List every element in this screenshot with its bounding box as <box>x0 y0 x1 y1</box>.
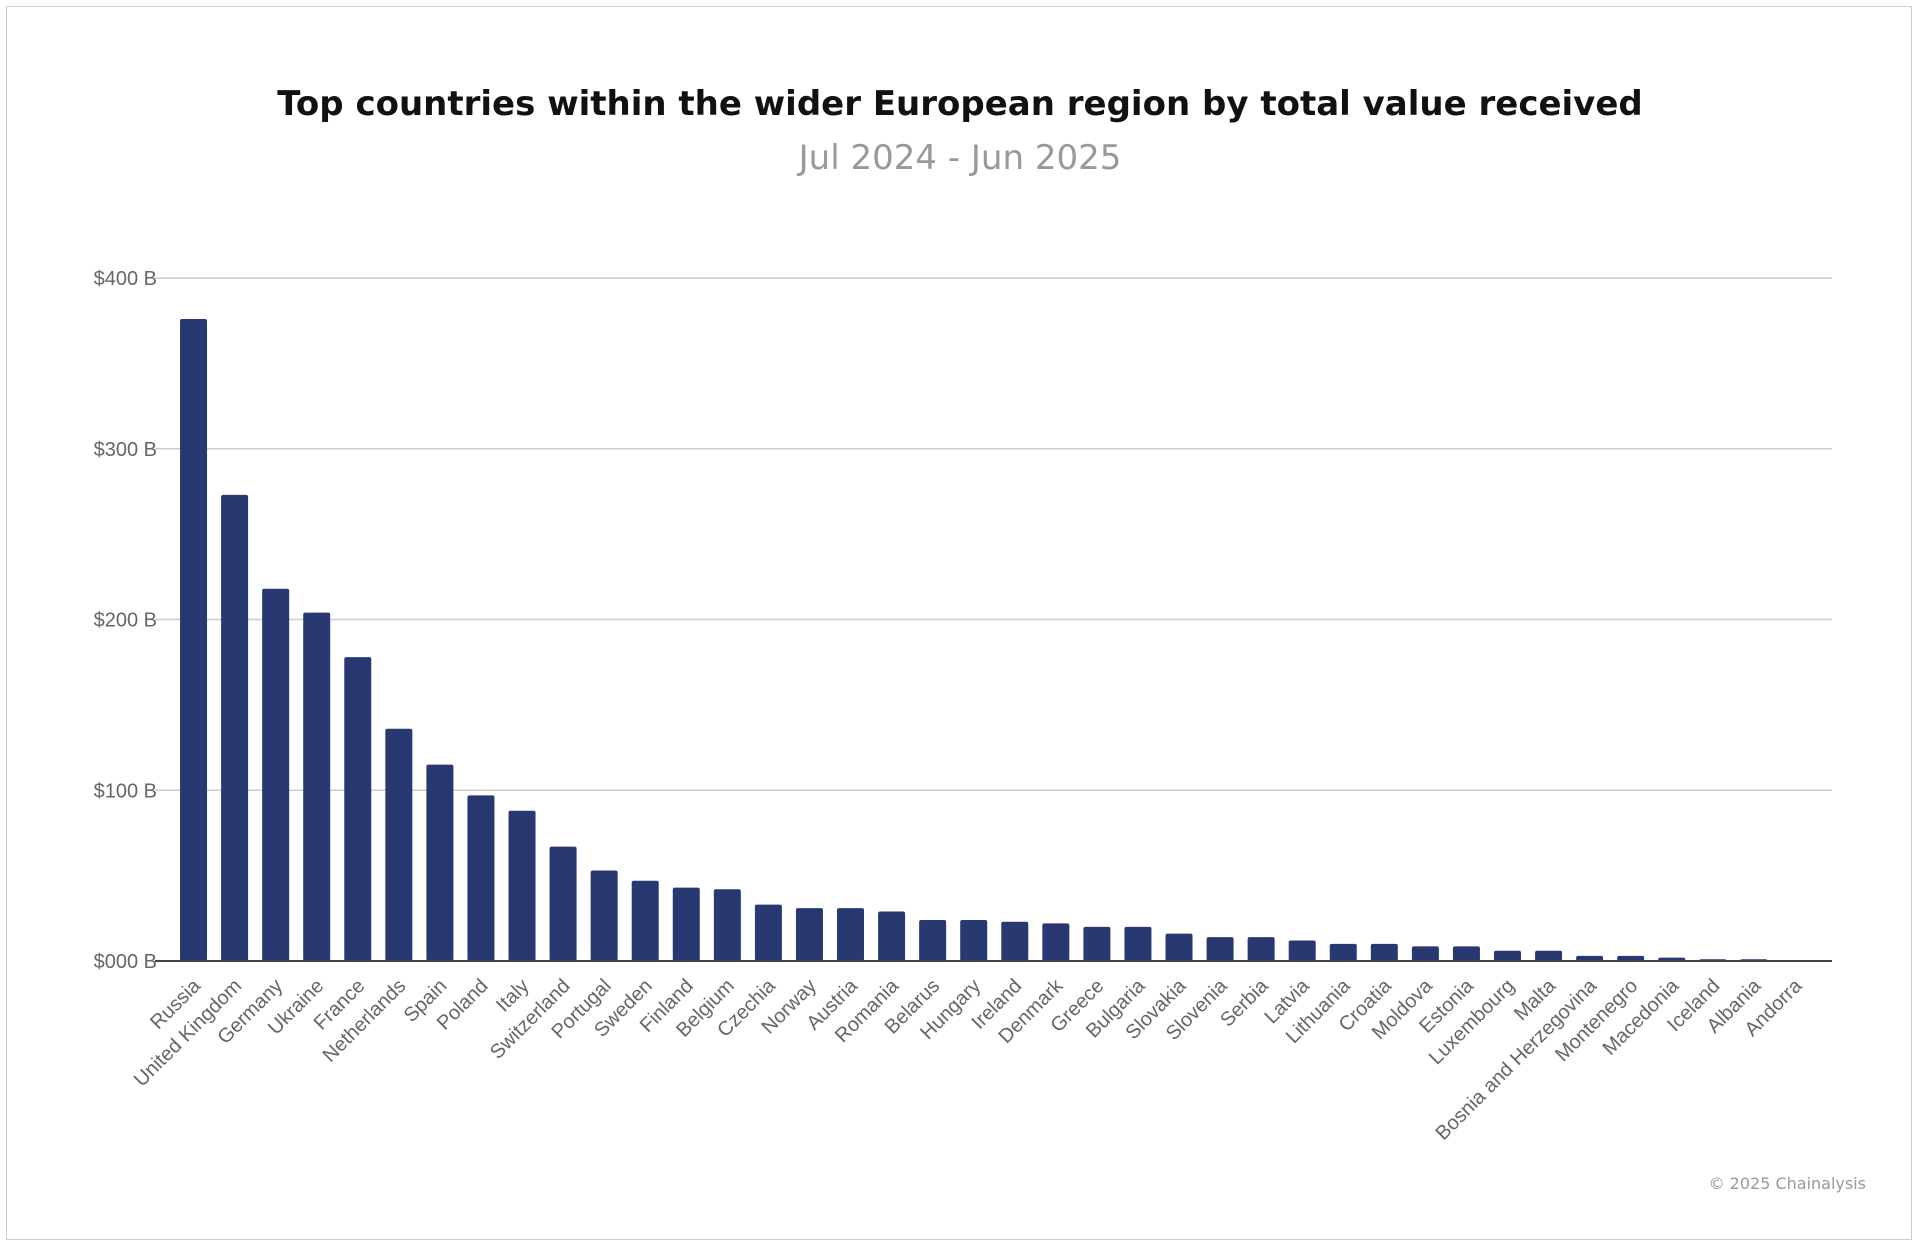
bar <box>878 911 906 961</box>
bar <box>303 612 331 961</box>
bar <box>1452 946 1480 961</box>
bar <box>713 889 741 961</box>
bar <box>467 795 495 961</box>
chart-subtitle: Jul 2024 - Jun 2025 <box>798 138 1122 178</box>
bar <box>960 920 988 961</box>
copyright-footer: © 2025 Chainalysis <box>1708 1174 1866 1193</box>
bar <box>1329 943 1357 961</box>
bar <box>1247 937 1275 961</box>
bar <box>180 318 208 962</box>
x-tick-label: Serbia <box>1216 974 1273 1031</box>
y-tick-label: $400 B <box>94 268 157 290</box>
bar <box>1576 955 1604 961</box>
bar <box>1617 955 1645 961</box>
bar <box>1535 950 1563 961</box>
chart-title: Top countries within the wider European … <box>277 84 1643 124</box>
bar <box>919 920 947 961</box>
bar <box>508 810 536 961</box>
bar <box>672 887 700 961</box>
bar <box>1411 946 1439 961</box>
bar <box>221 494 249 961</box>
bar <box>262 588 290 961</box>
y-tick-label: $000 B <box>94 951 157 973</box>
bar <box>631 880 659 961</box>
bar <box>1124 926 1152 961</box>
bar <box>1083 926 1111 961</box>
bar <box>837 908 865 961</box>
chart-frame <box>6 6 1912 1240</box>
bar <box>426 764 454 961</box>
bar <box>1288 940 1316 961</box>
bar <box>549 846 577 961</box>
bar <box>1042 923 1070 961</box>
bar <box>1165 933 1193 961</box>
bar <box>1370 943 1398 961</box>
bar <box>754 904 782 961</box>
bar <box>344 657 372 961</box>
bar <box>1494 950 1522 961</box>
bar <box>1206 937 1234 961</box>
y-tick-label: $200 B <box>94 610 157 632</box>
bar <box>590 870 618 961</box>
bar <box>1001 921 1029 961</box>
y-tick-label: $100 B <box>94 780 157 802</box>
bar <box>385 728 413 961</box>
bar <box>795 908 823 961</box>
y-tick-label: $300 B <box>94 439 157 461</box>
